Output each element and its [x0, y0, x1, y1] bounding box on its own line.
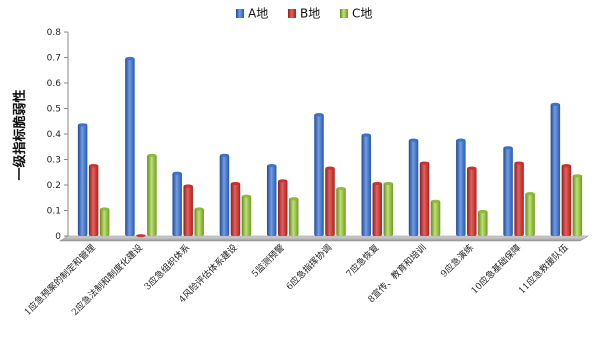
- bar-c-5: [288, 197, 299, 236]
- bar-b-4: [230, 181, 241, 236]
- bar-b-5: [277, 179, 288, 236]
- bar-a-10: [503, 146, 513, 236]
- y-tick-label: 0.5: [47, 105, 61, 115]
- bar-a-2: [125, 56, 135, 236]
- bar-b-1: [88, 164, 99, 236]
- bar-a-7: [361, 133, 372, 236]
- legend-swatch-c: [340, 9, 348, 18]
- bar-c-10: [525, 192, 535, 236]
- x-tick-label: 11应急救援队伍: [516, 242, 571, 297]
- axes: 0 0.1 0.2 0.3 0.4 0.5 0.6 0.7 0.8: [47, 28, 590, 242]
- bar-a-4: [219, 153, 230, 236]
- legend: A地 B地 C地: [236, 7, 372, 21]
- bar-b-3: [183, 184, 193, 236]
- bars: [77, 56, 583, 238]
- y-tick-label: 0.8: [47, 28, 62, 38]
- bar-c-4: [241, 194, 252, 236]
- x-tick-label: 5监测预警: [249, 242, 287, 280]
- y-tick-label: 0.4: [47, 130, 62, 140]
- y-tick-label: 0.6: [47, 79, 62, 89]
- legend-label-a: A地: [248, 7, 268, 21]
- y-tick-label: 0.2: [47, 181, 61, 191]
- legend-swatch-b: [288, 9, 296, 18]
- bar-a-5: [266, 164, 277, 236]
- legend-label-c: C地: [352, 7, 372, 21]
- bar-a-1: [77, 123, 88, 236]
- bar-b-9: [467, 166, 477, 236]
- bar-c-6: [336, 186, 346, 236]
- y-tick-label: 0.1: [47, 207, 61, 217]
- bar-c-2: [147, 153, 157, 236]
- bar-b-2: [136, 234, 146, 238]
- bar-a-9: [456, 138, 466, 236]
- bar-c-11: [572, 174, 583, 236]
- bar-a-11: [550, 102, 561, 237]
- bar-a-3: [172, 171, 182, 236]
- bar-b-11: [561, 164, 572, 236]
- bar-c-1: [99, 207, 110, 236]
- x-tick-label: 10应急基础保障: [468, 242, 523, 297]
- x-tick-label: 9应急演练: [438, 242, 476, 280]
- bar-b-7: [372, 181, 383, 236]
- bar-c-7: [383, 181, 394, 236]
- bar-b-6: [325, 166, 335, 236]
- y-axis-title: 一级指标脆弱性: [12, 89, 28, 180]
- legend-swatch-a: [236, 9, 244, 18]
- bar-b-10: [514, 161, 524, 236]
- bar-a-6: [314, 113, 324, 236]
- bar-b-8: [419, 161, 430, 236]
- bar-a-8: [408, 138, 419, 236]
- y-tick-label: 0.7: [47, 54, 61, 64]
- x-tick-label: 7应急恢复: [343, 242, 381, 280]
- bar-c-8: [430, 199, 441, 236]
- y-tick-label: 0: [55, 232, 61, 242]
- y-tick-label: 0.3: [47, 156, 61, 166]
- x-tick-label: 3应急组织体系: [142, 242, 193, 293]
- legend-label-b: B地: [300, 7, 320, 21]
- bar-c-9: [478, 209, 488, 236]
- x-tick-label: 6应急指挥协调: [283, 242, 334, 293]
- bar-c-3: [194, 207, 204, 236]
